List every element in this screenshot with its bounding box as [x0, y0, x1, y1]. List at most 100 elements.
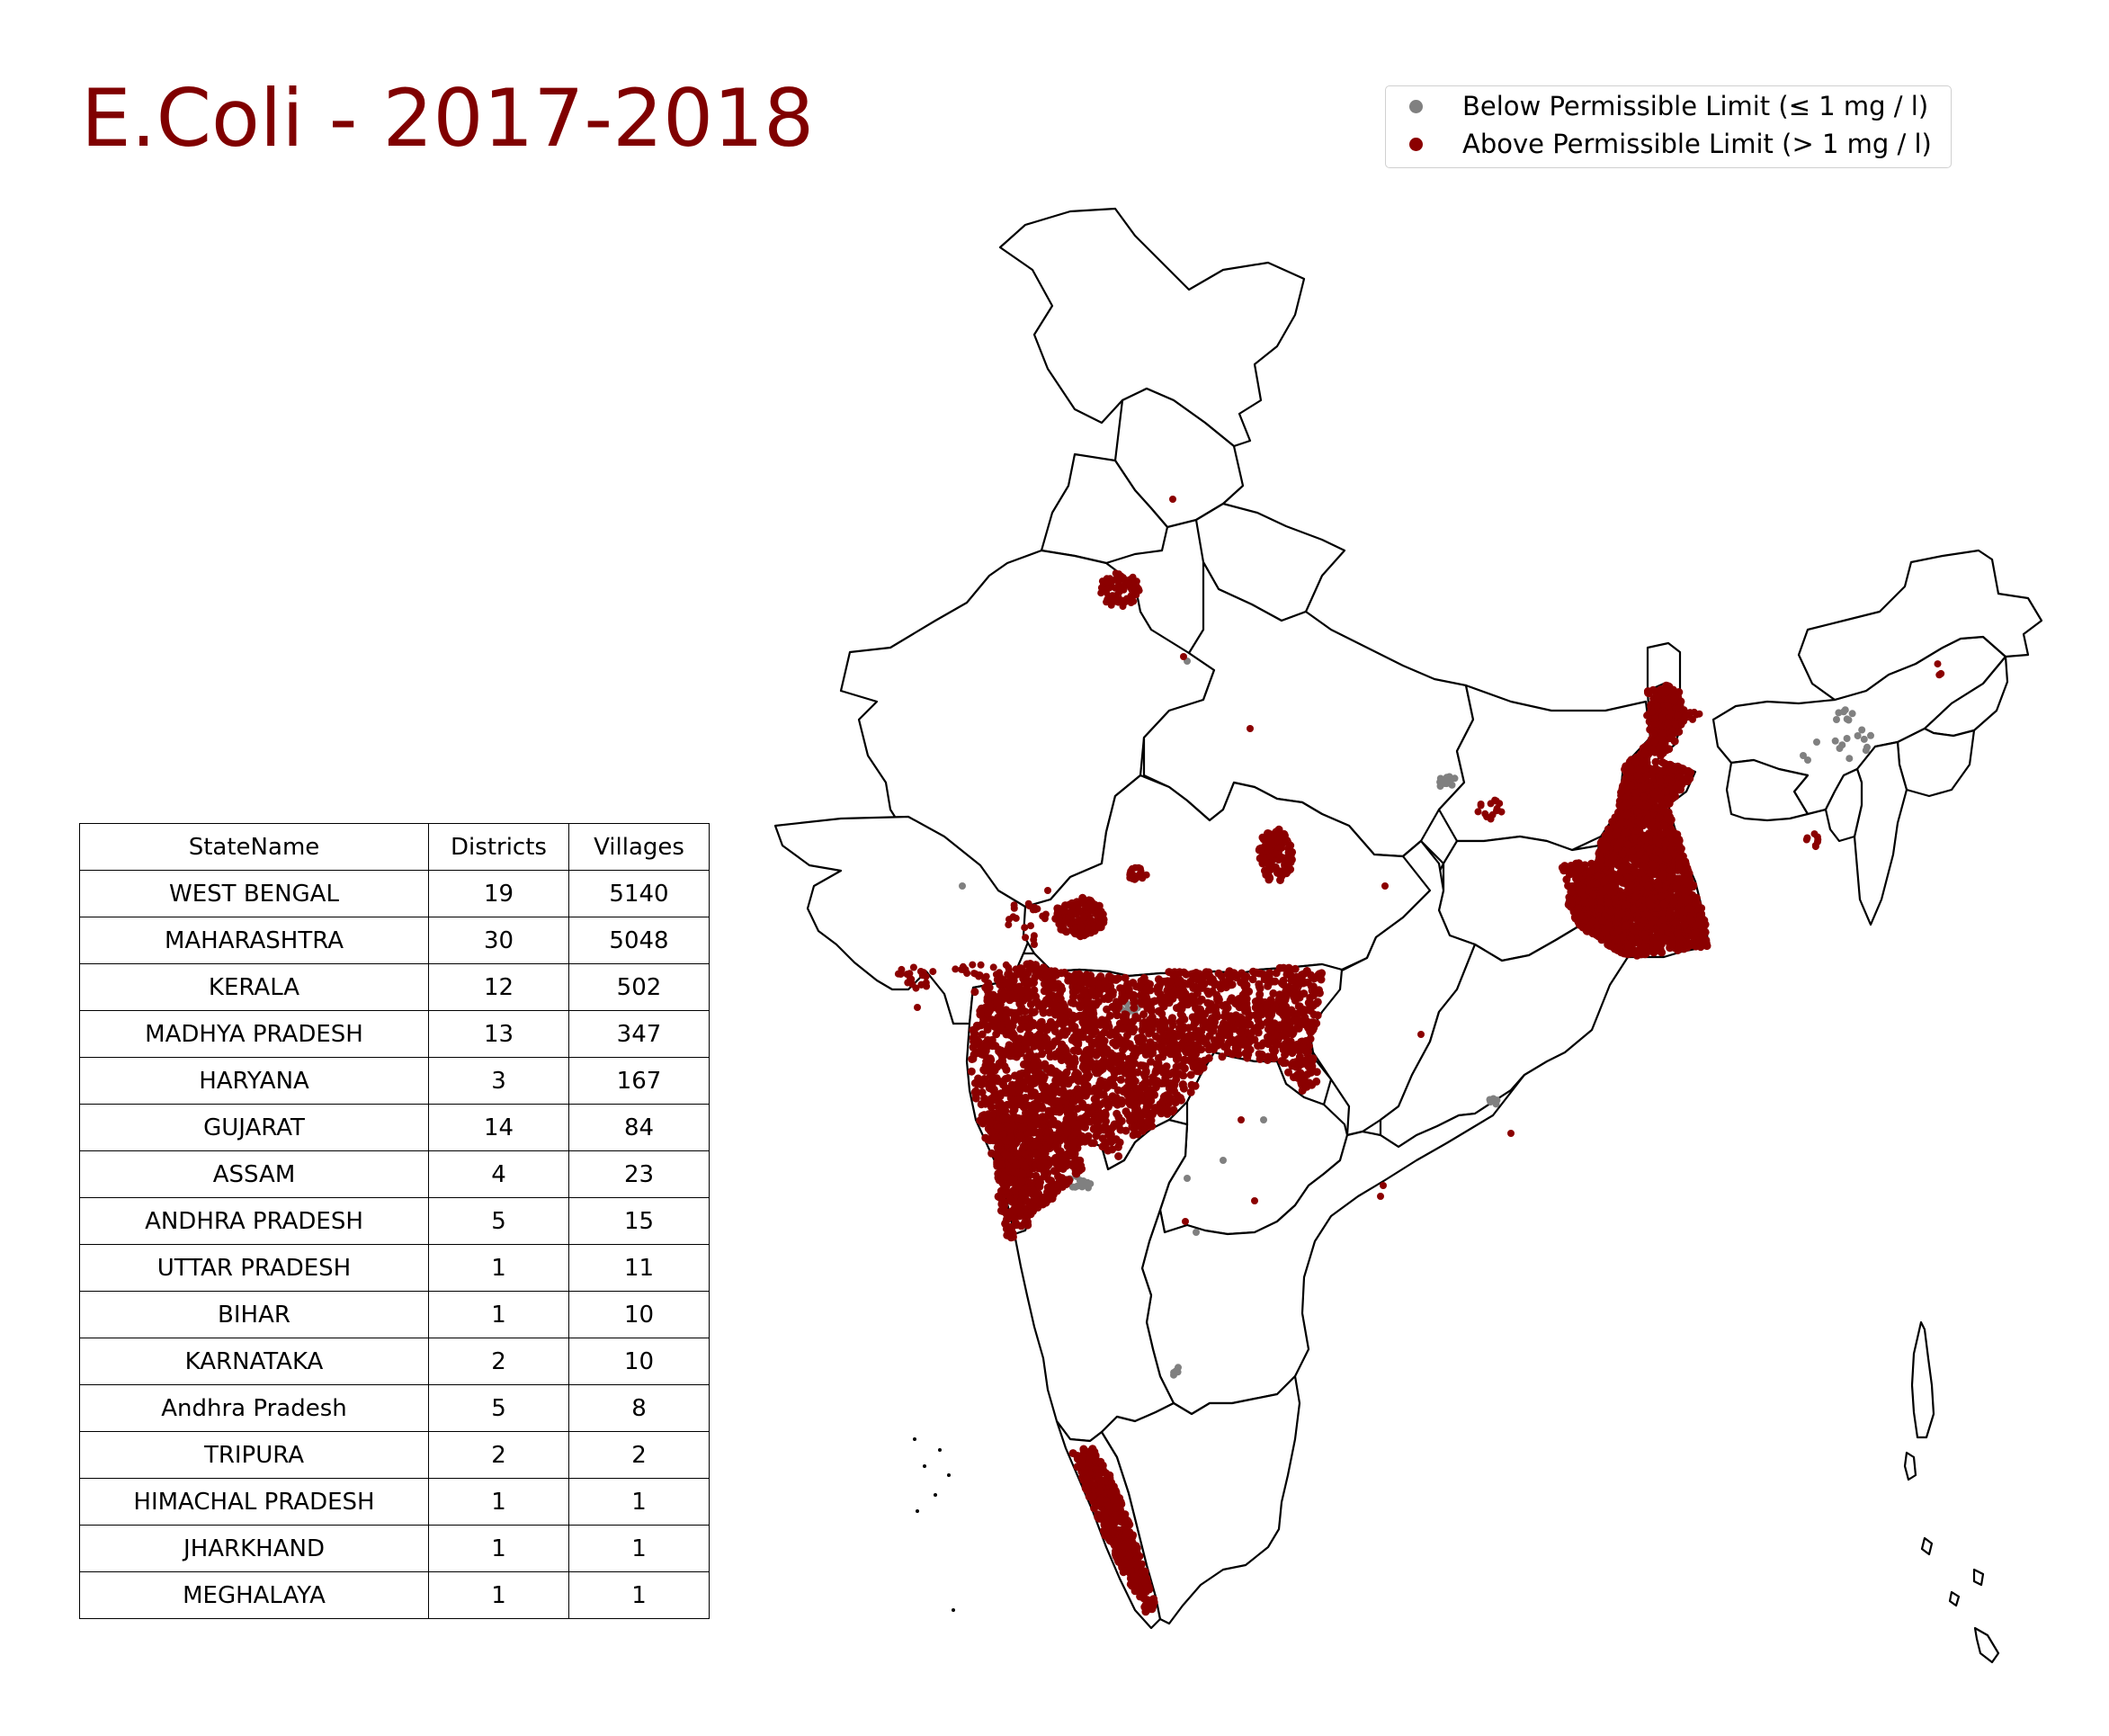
above-limit-point [1179, 1084, 1188, 1093]
cell-districts: 12 [428, 963, 569, 1011]
above-limit-point [1169, 1105, 1178, 1114]
state-outline-manipur [1896, 727, 1976, 798]
above-limit-point [1117, 1116, 1126, 1125]
table-row: GUJARAT 14 84 [79, 1104, 710, 1151]
above-limit-point [1574, 914, 1583, 923]
below-limit-point [1867, 731, 1874, 739]
above-limit-point [1302, 1082, 1311, 1091]
above-limit-point [1644, 882, 1653, 891]
above-limit-point [1675, 855, 1684, 864]
above-limit-point [1244, 1021, 1252, 1029]
above-limit-point [1098, 1142, 1107, 1151]
above-limit-point [1631, 892, 1640, 901]
above-limit-point [1204, 1053, 1213, 1062]
cell-districts: 5 [428, 1197, 569, 1245]
above-limit-point [1241, 987, 1250, 996]
above-limit-point [1010, 1105, 1019, 1114]
above-limit-point [1638, 863, 1647, 872]
above-limit-point [980, 1003, 989, 1012]
above-limit-point [1089, 1139, 1098, 1148]
above-limit-point [1658, 688, 1667, 697]
above-limit-point [1647, 821, 1656, 830]
above-limit-point [1649, 729, 1658, 738]
above-limit-point [1618, 933, 1627, 942]
above-limit-point [971, 1090, 980, 1099]
above-limit-point [1613, 844, 1622, 852]
above-limit-point [1159, 1017, 1168, 1026]
below-limit-point [1848, 710, 1856, 718]
above-limit-point [1680, 875, 1689, 884]
above-limit-point [1664, 775, 1673, 783]
above-limit-point [1113, 1033, 1122, 1042]
above-limit-point [1126, 1068, 1134, 1077]
above-limit-point [1050, 1027, 1059, 1035]
cell-state: MADHYA PRADESH [79, 1010, 429, 1058]
above-limit-point [1659, 934, 1667, 943]
above-limit-point [1309, 991, 1318, 1000]
above-limit-point [1154, 1103, 1163, 1112]
above-limit-point [1083, 1074, 1092, 1083]
above-limit-point [1684, 895, 1693, 904]
above-limit-point [1094, 1069, 1103, 1078]
above-limit-point [1051, 1010, 1059, 1019]
above-limit-point [1114, 1152, 1123, 1160]
cell-villages: 1 [568, 1571, 710, 1619]
state-outline-jammu-kashmir [998, 207, 1306, 448]
above-limit-point [1172, 1055, 1181, 1064]
above-limit-point [1288, 1030, 1297, 1039]
above-limit-point [1049, 991, 1058, 1000]
above-limit-point [1041, 1094, 1050, 1103]
above-limit-point [1253, 1023, 1261, 1032]
above-limit-point [1076, 1117, 1085, 1126]
above-limit-point [988, 1086, 997, 1095]
above-limit-point [995, 1006, 1004, 1015]
above-limit-point [1074, 1047, 1083, 1056]
above-limit-point [967, 1067, 976, 1076]
above-limit-point [1291, 1016, 1300, 1025]
above-limit-point [1264, 1025, 1273, 1034]
above-limit-point [1673, 780, 1682, 789]
above-limit-point [1101, 1021, 1109, 1030]
above-limit-point [969, 1054, 978, 1063]
above-limit-point [1002, 1014, 1011, 1023]
above-limit-point [1010, 1096, 1019, 1105]
above-limit-point [1673, 830, 1682, 839]
above-limit-point [1019, 1103, 1028, 1112]
above-limit-point [1218, 1052, 1227, 1061]
state-outline-arunachal-pradesh [1797, 549, 2043, 702]
cell-districts: 1 [428, 1291, 569, 1338]
above-limit-point [1662, 808, 1671, 817]
below-limit-point [1838, 741, 1846, 749]
above-limit-point [1131, 1105, 1140, 1114]
above-limit-point [1014, 1085, 1023, 1094]
above-limit-point [1114, 1053, 1123, 1062]
above-limit-point [1088, 999, 1097, 1008]
above-limit-point [993, 998, 1002, 1007]
above-limit-point [1154, 1062, 1163, 1070]
above-limit-point [1653, 694, 1662, 702]
above-limit-point [1191, 1042, 1200, 1050]
above-limit-point [1064, 1057, 1073, 1066]
above-limit-point [1292, 1040, 1301, 1049]
above-limit-point [1603, 924, 1612, 932]
above-limit-point [1631, 866, 1640, 875]
cell-districts: 1 [428, 1244, 569, 1292]
above-limit-point [1597, 842, 1606, 850]
below-limit-point [1447, 774, 1455, 783]
legend-item-above: Above Permissible Limit (> 1 mg / l) [1409, 126, 1932, 162]
below-limit-points [959, 658, 1874, 1379]
above-limit-point [1192, 971, 1201, 980]
above-limit-point [1156, 1025, 1165, 1034]
above-limit-point [980, 1075, 989, 1083]
header-villages: Villages [568, 823, 710, 871]
above-limit-point [1613, 926, 1622, 935]
above-limit-point [1622, 900, 1631, 909]
above-limit-point [1166, 1050, 1175, 1059]
above-limit-point [1657, 751, 1666, 760]
above-limit-point [995, 1059, 1004, 1068]
above-limit-point [1640, 749, 1649, 758]
above-limit-point [1138, 999, 1147, 1008]
above-limit-point [1030, 1007, 1039, 1016]
above-limit-point [1228, 1015, 1237, 1024]
cell-districts: 14 [428, 1104, 569, 1151]
